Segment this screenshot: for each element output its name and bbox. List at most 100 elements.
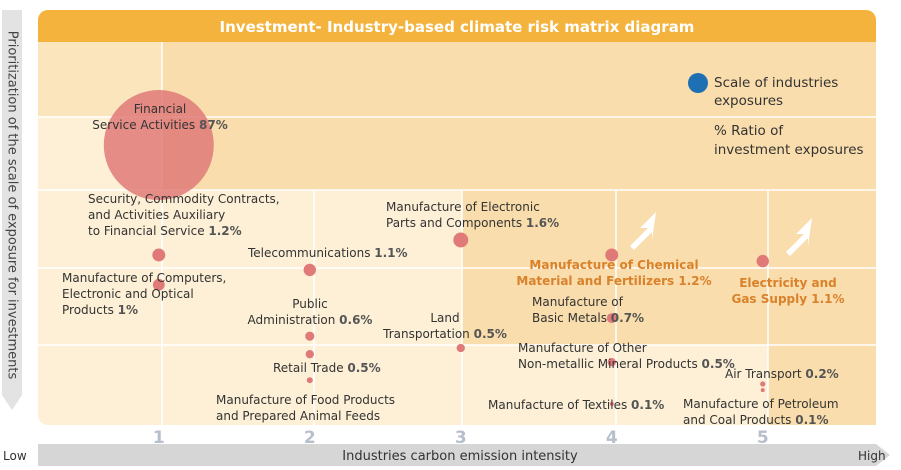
point-label: Manufacture of Food Products and Prepared… xyxy=(216,393,395,423)
x-tick-label: 1 xyxy=(153,428,165,448)
arrow-icon xyxy=(630,212,812,256)
x-tick-label: 2 xyxy=(304,428,316,448)
bubble xyxy=(305,331,315,341)
point-label: Land Transportation 0.5% xyxy=(382,311,507,341)
value-label: 0.6% xyxy=(339,313,372,327)
label-line: Retail Trade 0.5% xyxy=(273,361,381,375)
label-line: and Activities Auxiliary xyxy=(88,208,225,222)
label-line: Air Transport 0.2% xyxy=(725,367,839,381)
value-label: 1.2% xyxy=(678,274,711,288)
bubble xyxy=(152,278,165,291)
zone-high xyxy=(768,345,876,425)
title-bar xyxy=(38,10,876,42)
legend: Scale of industries exposures % Ratio of… xyxy=(688,73,864,158)
label-line: Products 1% xyxy=(62,303,138,317)
zone-high xyxy=(162,42,876,190)
value-label: 87% xyxy=(199,118,228,132)
bubble xyxy=(152,248,166,262)
point-label: Telecommunications 1.1% xyxy=(247,246,408,260)
value-label: 1% xyxy=(118,303,138,317)
bubble xyxy=(760,388,765,393)
value-label: 0.1% xyxy=(631,398,664,412)
bubble xyxy=(756,254,769,268)
legend-text: Scale of industries xyxy=(714,75,838,91)
x-low-label: Low xyxy=(3,449,27,463)
label-line: Land xyxy=(430,311,459,325)
y-axis-label: Prioritization of the scale of exposure … xyxy=(5,31,20,380)
label-line: Non-metallic Mineral Products 0.5% xyxy=(518,357,735,371)
point-label: Manufacture of Other Non-metallic Mineral… xyxy=(518,341,735,371)
label-line: Manufacture of Food Products xyxy=(216,393,395,407)
point-label: Manufacture of Chemical Material and Fert… xyxy=(516,258,711,288)
bubble xyxy=(607,358,616,367)
label-line: Telecommunications 1.1% xyxy=(247,246,408,260)
label-line: Manufacture of Petroleum xyxy=(683,397,839,411)
point-label: Air Transport 0.2% xyxy=(725,367,839,381)
label-line: Electronic and Optical xyxy=(62,287,194,301)
value-label: 1.1% xyxy=(374,246,407,260)
x-axis-band xyxy=(38,444,890,466)
label-line: Basic Metals 0.7% xyxy=(532,311,644,325)
bubble xyxy=(609,401,614,406)
bubble xyxy=(606,313,617,324)
point-label: Public Administration 0.6% xyxy=(248,297,373,327)
label-line: Manufacture of xyxy=(532,295,624,309)
label-line: and Coal Products 0.1% xyxy=(683,413,829,427)
label-line: Manufacture of Textiles 0.1% xyxy=(488,398,664,412)
x-tick-label: 3 xyxy=(455,428,467,448)
value-label: 0.7% xyxy=(611,311,644,325)
point-label: Manufacture of Textiles 0.1% xyxy=(488,398,664,412)
label-line: and Prepared Animal Feeds xyxy=(216,409,380,423)
bubble xyxy=(103,90,214,201)
label-line: Material and Fertilizers 1.2% xyxy=(516,274,711,288)
bubble xyxy=(303,263,316,277)
label-line: Service Activities 87% xyxy=(92,118,227,132)
label-line: Electricity and xyxy=(739,276,837,290)
point-label: Manufacture of Computers, Electronic and … xyxy=(62,271,226,317)
point-label: Electricity and Gas Supply 1.1% xyxy=(731,276,844,306)
value-label: 1.2% xyxy=(208,224,241,238)
label-line: Gas Supply 1.1% xyxy=(731,292,844,306)
bubble xyxy=(306,377,313,384)
label-line: Manufacture of Chemical xyxy=(529,258,698,272)
point-label: Security, Commodity Contracts, and Activi… xyxy=(88,192,280,238)
x-axis-label: Industries carbon emission intensity xyxy=(342,449,578,464)
label-line: Manufacture of Other xyxy=(518,341,647,355)
label-line: Security, Commodity Contracts, xyxy=(88,192,280,206)
y-axis-band xyxy=(2,10,22,410)
label-line: Transportation 0.5% xyxy=(382,327,507,341)
legend-text: investment exposures xyxy=(714,142,864,158)
value-label: 0.1% xyxy=(795,413,828,427)
bubble xyxy=(605,248,619,262)
value-label: 0.5% xyxy=(474,327,507,341)
legend-text: % Ratio of xyxy=(714,123,784,139)
point-label: Manufacture of Electronic Parts and Compo… xyxy=(386,200,559,230)
x-tick-label: 4 xyxy=(606,428,618,448)
legend-text: exposures xyxy=(714,93,783,109)
point-label: Manufacture of Petroleum and Coal Product… xyxy=(683,397,839,427)
label-line: Public xyxy=(292,297,328,311)
legend-swatch xyxy=(688,73,708,93)
label-line: Administration 0.6% xyxy=(248,313,373,327)
value-label: 0.5% xyxy=(347,361,380,375)
x-tick-label: 5 xyxy=(757,428,769,448)
label-line: to Financial Service 1.2% xyxy=(88,224,242,238)
point-label: Financial Service Activities 87% xyxy=(92,102,227,132)
label-line: Manufacture of Electronic xyxy=(386,200,540,214)
label-line: Parts and Components 1.6% xyxy=(386,216,559,230)
value-label: 0.2% xyxy=(805,367,838,381)
bubble xyxy=(456,343,465,353)
point-label: Manufacture of Basic Metals 0.7% xyxy=(532,295,644,325)
bubble xyxy=(305,349,314,359)
value-label: 1.1% xyxy=(811,292,844,306)
chart-title: Investment- Industry-based climate risk … xyxy=(220,18,695,36)
value-label: 1.6% xyxy=(526,216,559,230)
value-label: 0.5% xyxy=(702,357,735,371)
point-label: Retail Trade 0.5% xyxy=(273,361,381,375)
bubble xyxy=(453,232,469,248)
bubble xyxy=(760,381,766,387)
x-high-label: High xyxy=(858,449,886,463)
label-line: Financial xyxy=(134,102,187,116)
label-line: Manufacture of Computers, xyxy=(62,271,226,285)
